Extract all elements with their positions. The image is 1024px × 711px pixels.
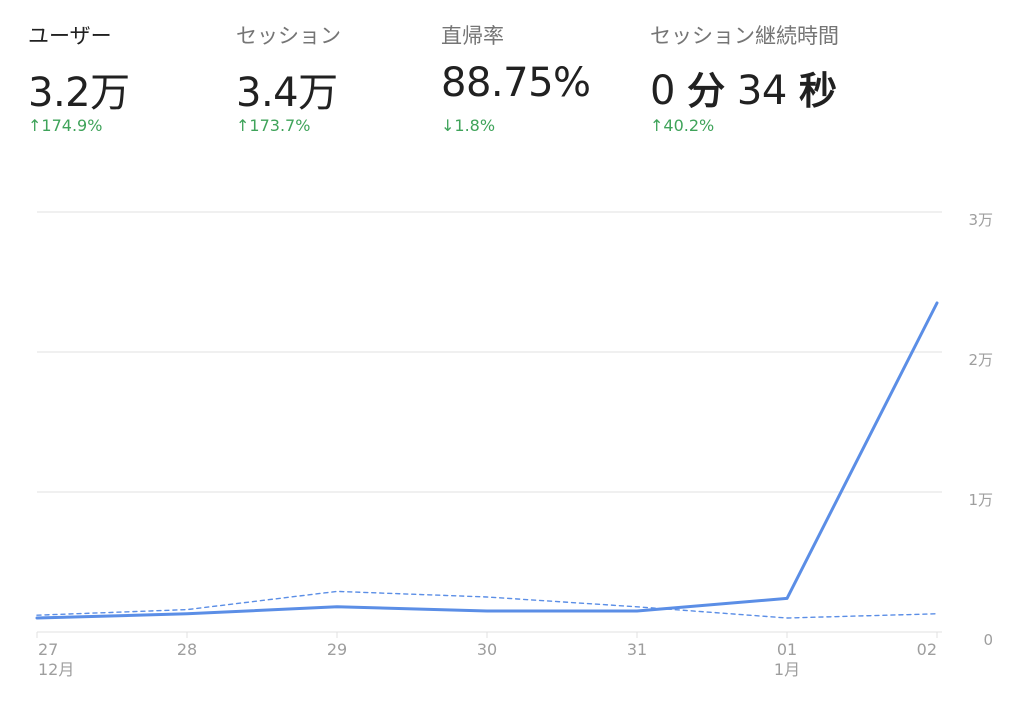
metric-bounce-rate-value: 88.75% bbox=[441, 60, 591, 106]
arrow-up-icon: ↑ bbox=[650, 116, 664, 135]
metric-users-change: ↑174.9% bbox=[28, 116, 102, 135]
x-tick-label: 01 bbox=[777, 640, 797, 659]
metric-session-duration-change-value: 40.2% bbox=[663, 116, 715, 135]
metric-sessions-label: セッション bbox=[236, 24, 341, 48]
arrow-up-icon: ↑ bbox=[236, 116, 250, 135]
metric-bounce-rate-change-value: 1.8% bbox=[454, 116, 496, 135]
metric-sessions-change: ↑173.7% bbox=[236, 116, 310, 135]
metric-users[interactable]: ユーザー 3.2万 ↑174.9% bbox=[28, 0, 218, 150]
y-tick-label: 2万 bbox=[968, 351, 993, 369]
metric-bounce-rate[interactable]: 直帰率 88.75% ↓1.8% bbox=[441, 0, 631, 150]
metric-users-change-value: 174.9% bbox=[41, 116, 103, 135]
metric-bounce-rate-label: 直帰率 bbox=[441, 24, 504, 48]
metric-session-duration[interactable]: セッション継続時間 0 分 34 秒 ↑40.2% bbox=[650, 0, 950, 150]
duration-seconds-unit: 秒 bbox=[799, 69, 837, 113]
metric-sessions[interactable]: セッション 3.4万 ↑173.7% bbox=[236, 0, 426, 150]
y-tick-label: 1万 bbox=[968, 491, 993, 509]
y-tick-label: 3万 bbox=[968, 211, 993, 229]
metric-sessions-value: 3.4万 bbox=[236, 70, 338, 116]
metric-session-duration-change: ↑40.2% bbox=[650, 116, 714, 135]
x-tick-label: 28 bbox=[177, 640, 197, 659]
x-tick-label: 30 bbox=[477, 640, 497, 659]
duration-minutes: 0 bbox=[650, 68, 675, 114]
duration-seconds: 34 bbox=[736, 68, 787, 114]
duration-minutes-unit: 分 bbox=[687, 69, 725, 113]
arrow-down-icon: ↓ bbox=[441, 116, 455, 135]
x-tick-label: 29 bbox=[327, 640, 347, 659]
metric-session-duration-value: 0 分 34 秒 bbox=[650, 60, 837, 115]
x-tick-label: 27 bbox=[38, 640, 58, 659]
metric-users-value: 3.2万 bbox=[28, 70, 130, 116]
metric-session-duration-label: セッション継続時間 bbox=[650, 24, 839, 48]
metric-bounce-rate-change: ↓1.8% bbox=[441, 116, 495, 135]
x-tick-label: 02 bbox=[917, 640, 937, 659]
x-tick-label: 31 bbox=[627, 640, 647, 659]
y-tick-label: 0 bbox=[983, 631, 993, 649]
x-tick-sublabel: 12月 bbox=[38, 660, 74, 679]
series-line-primary bbox=[35, 301, 939, 620]
metric-sessions-change-value: 173.7% bbox=[249, 116, 311, 135]
metric-users-label: ユーザー bbox=[28, 24, 112, 48]
arrow-up-icon: ↑ bbox=[28, 116, 42, 135]
series-line-comparison bbox=[36, 590, 938, 619]
x-tick-sublabel: 1月 bbox=[774, 660, 800, 679]
